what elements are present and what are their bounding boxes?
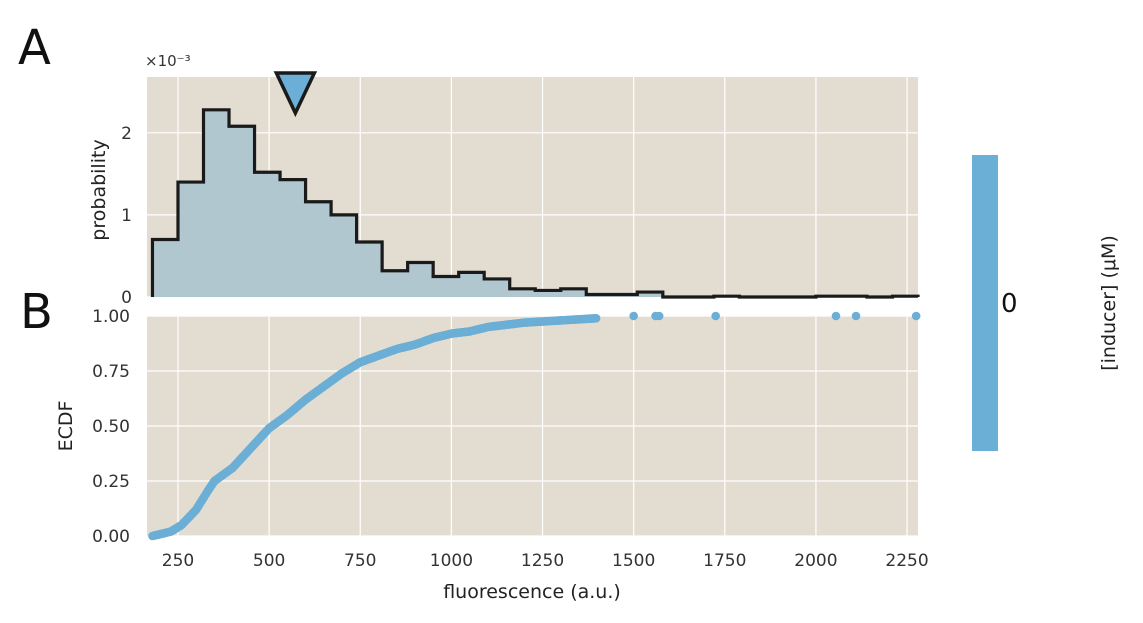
histogram-fill xyxy=(152,109,918,298)
ecdf-point xyxy=(711,311,720,321)
ecdf-y-ticks: 0.00 0.25 0.50 0.75 1.00 xyxy=(92,307,130,547)
ecdf-point xyxy=(591,313,601,323)
ecdf-y-label: ECDF xyxy=(55,401,77,452)
colorbar: 0 [inducer] (μM) xyxy=(972,155,1120,451)
histogram-y-tick-label: 2 xyxy=(121,124,132,144)
colorbar-swatch xyxy=(972,155,998,451)
panel-label-b: B xyxy=(20,284,53,340)
y-scale-label: ×10⁻³ xyxy=(145,52,191,70)
ecdf-point xyxy=(654,311,664,321)
panel-label-a: A xyxy=(18,20,51,76)
ecdf-point xyxy=(851,311,861,321)
colorbar-tick-label: 0 xyxy=(1001,289,1018,319)
ecdf-x-tick-label: 2250 xyxy=(885,551,928,571)
ecdf-y-tick-label: 1.00 xyxy=(92,307,130,327)
ecdf-point xyxy=(911,311,921,321)
histogram-y-tick-label: 0 xyxy=(121,288,132,308)
mean-triangle-marker xyxy=(273,71,318,118)
ecdf-x-tick-label: 750 xyxy=(344,551,376,571)
ecdf-point xyxy=(831,311,841,321)
ecdf-y-tick-label: 0.50 xyxy=(92,417,130,437)
ecdf-x-tick-label: 1250 xyxy=(521,551,564,571)
ecdf-y-tick-label: 0.00 xyxy=(92,527,130,547)
histogram-y-tick-label: 1 xyxy=(121,206,132,226)
ecdf-x-tick-label: 500 xyxy=(253,551,285,571)
ecdf-x-tick-label: 2000 xyxy=(794,551,837,571)
ecdf-x-tick-label: 1500 xyxy=(612,551,655,571)
ecdf-x-tick-label: 250 xyxy=(162,551,194,571)
ecdf-panel: 0.00 0.25 0.50 0.75 1.00 250 500 750 1000 1250 15… xyxy=(55,307,929,603)
histogram-y-label: probability xyxy=(88,139,110,240)
colorbar-label: [inducer] (μM) xyxy=(1098,235,1120,371)
ecdf-x-tick-label: 1750 xyxy=(703,551,746,571)
ecdf-y-tick-label: 0.25 xyxy=(92,472,130,492)
ecdf-points xyxy=(148,311,921,541)
ecdf-x-ticks: 250 500 750 1000 1250 1500 1750 2000 2250 xyxy=(162,551,929,571)
histogram-y-ticks: 0 1 2 xyxy=(121,124,132,308)
histogram-panel: 0 1 2 ×10⁻³ probability xyxy=(88,52,920,308)
x-axis-label: fluorescence (a.u.) xyxy=(443,581,621,603)
ecdf-x-tick-label: 1000 xyxy=(430,551,473,571)
ecdf-point xyxy=(629,311,638,321)
histogram-outline xyxy=(150,108,920,299)
ecdf-y-tick-label: 0.75 xyxy=(92,362,130,382)
